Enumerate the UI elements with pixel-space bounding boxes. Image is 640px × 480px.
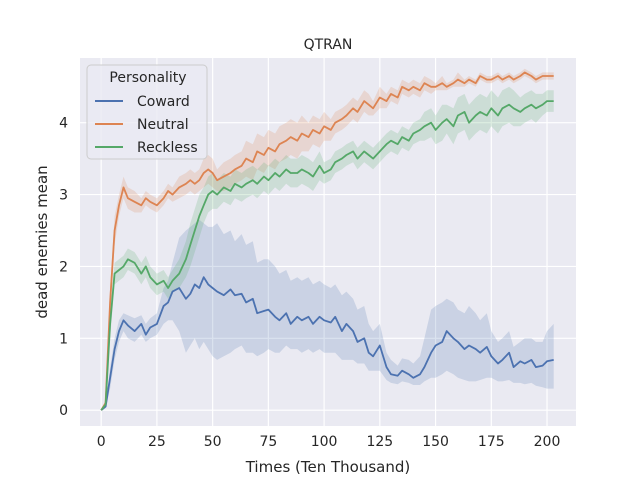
band-neutral bbox=[101, 68, 554, 411]
y-tick-label: 1 bbox=[59, 331, 68, 347]
x-tick-label: 25 bbox=[148, 434, 166, 450]
legend-label-neutral: Neutral bbox=[137, 117, 189, 133]
chart-title: QTRAN bbox=[304, 37, 353, 53]
legend-title: Personality bbox=[109, 70, 186, 86]
legend-items: Coward Neutral Reckless bbox=[95, 94, 198, 156]
x-tick-label: 150 bbox=[422, 434, 449, 450]
y-tick-label: 2 bbox=[59, 259, 68, 275]
x-axis-label: Times (Ten Thousand) bbox=[245, 458, 411, 476]
legend: Personality Coward Neutral Reckless bbox=[86, 64, 208, 160]
grid-lines bbox=[80, 58, 576, 426]
x-tick-label: 200 bbox=[534, 434, 561, 450]
x-tick-label: 0 bbox=[97, 434, 106, 450]
series-lines bbox=[100, 71, 554, 411]
x-tick-label: 175 bbox=[478, 434, 505, 450]
band-coward bbox=[101, 219, 554, 411]
legend-label-coward: Coward bbox=[137, 94, 190, 110]
x-tick-label: 100 bbox=[311, 434, 338, 450]
band-reckless bbox=[101, 86, 554, 411]
series-line-coward bbox=[100, 276, 554, 411]
confidence-bands bbox=[101, 68, 554, 411]
y-axis-label: dead enemies mean bbox=[33, 165, 51, 318]
x-tick-label: 50 bbox=[204, 434, 222, 450]
series-line-neutral bbox=[100, 71, 554, 411]
x-tick-label: 125 bbox=[366, 434, 393, 450]
y-tick-label: 4 bbox=[59, 116, 68, 132]
x-tick-label: 75 bbox=[259, 434, 277, 450]
legend-frame bbox=[86, 64, 208, 160]
legend-label-reckless: Reckless bbox=[137, 140, 198, 156]
y-tick-label: 0 bbox=[59, 403, 68, 419]
series-line-reckless bbox=[100, 100, 554, 411]
y-tick-label: 3 bbox=[59, 188, 68, 204]
tick-labels: 0 25 50 75 100 125 150 175 200 0 1 2 3 4 bbox=[59, 116, 560, 450]
